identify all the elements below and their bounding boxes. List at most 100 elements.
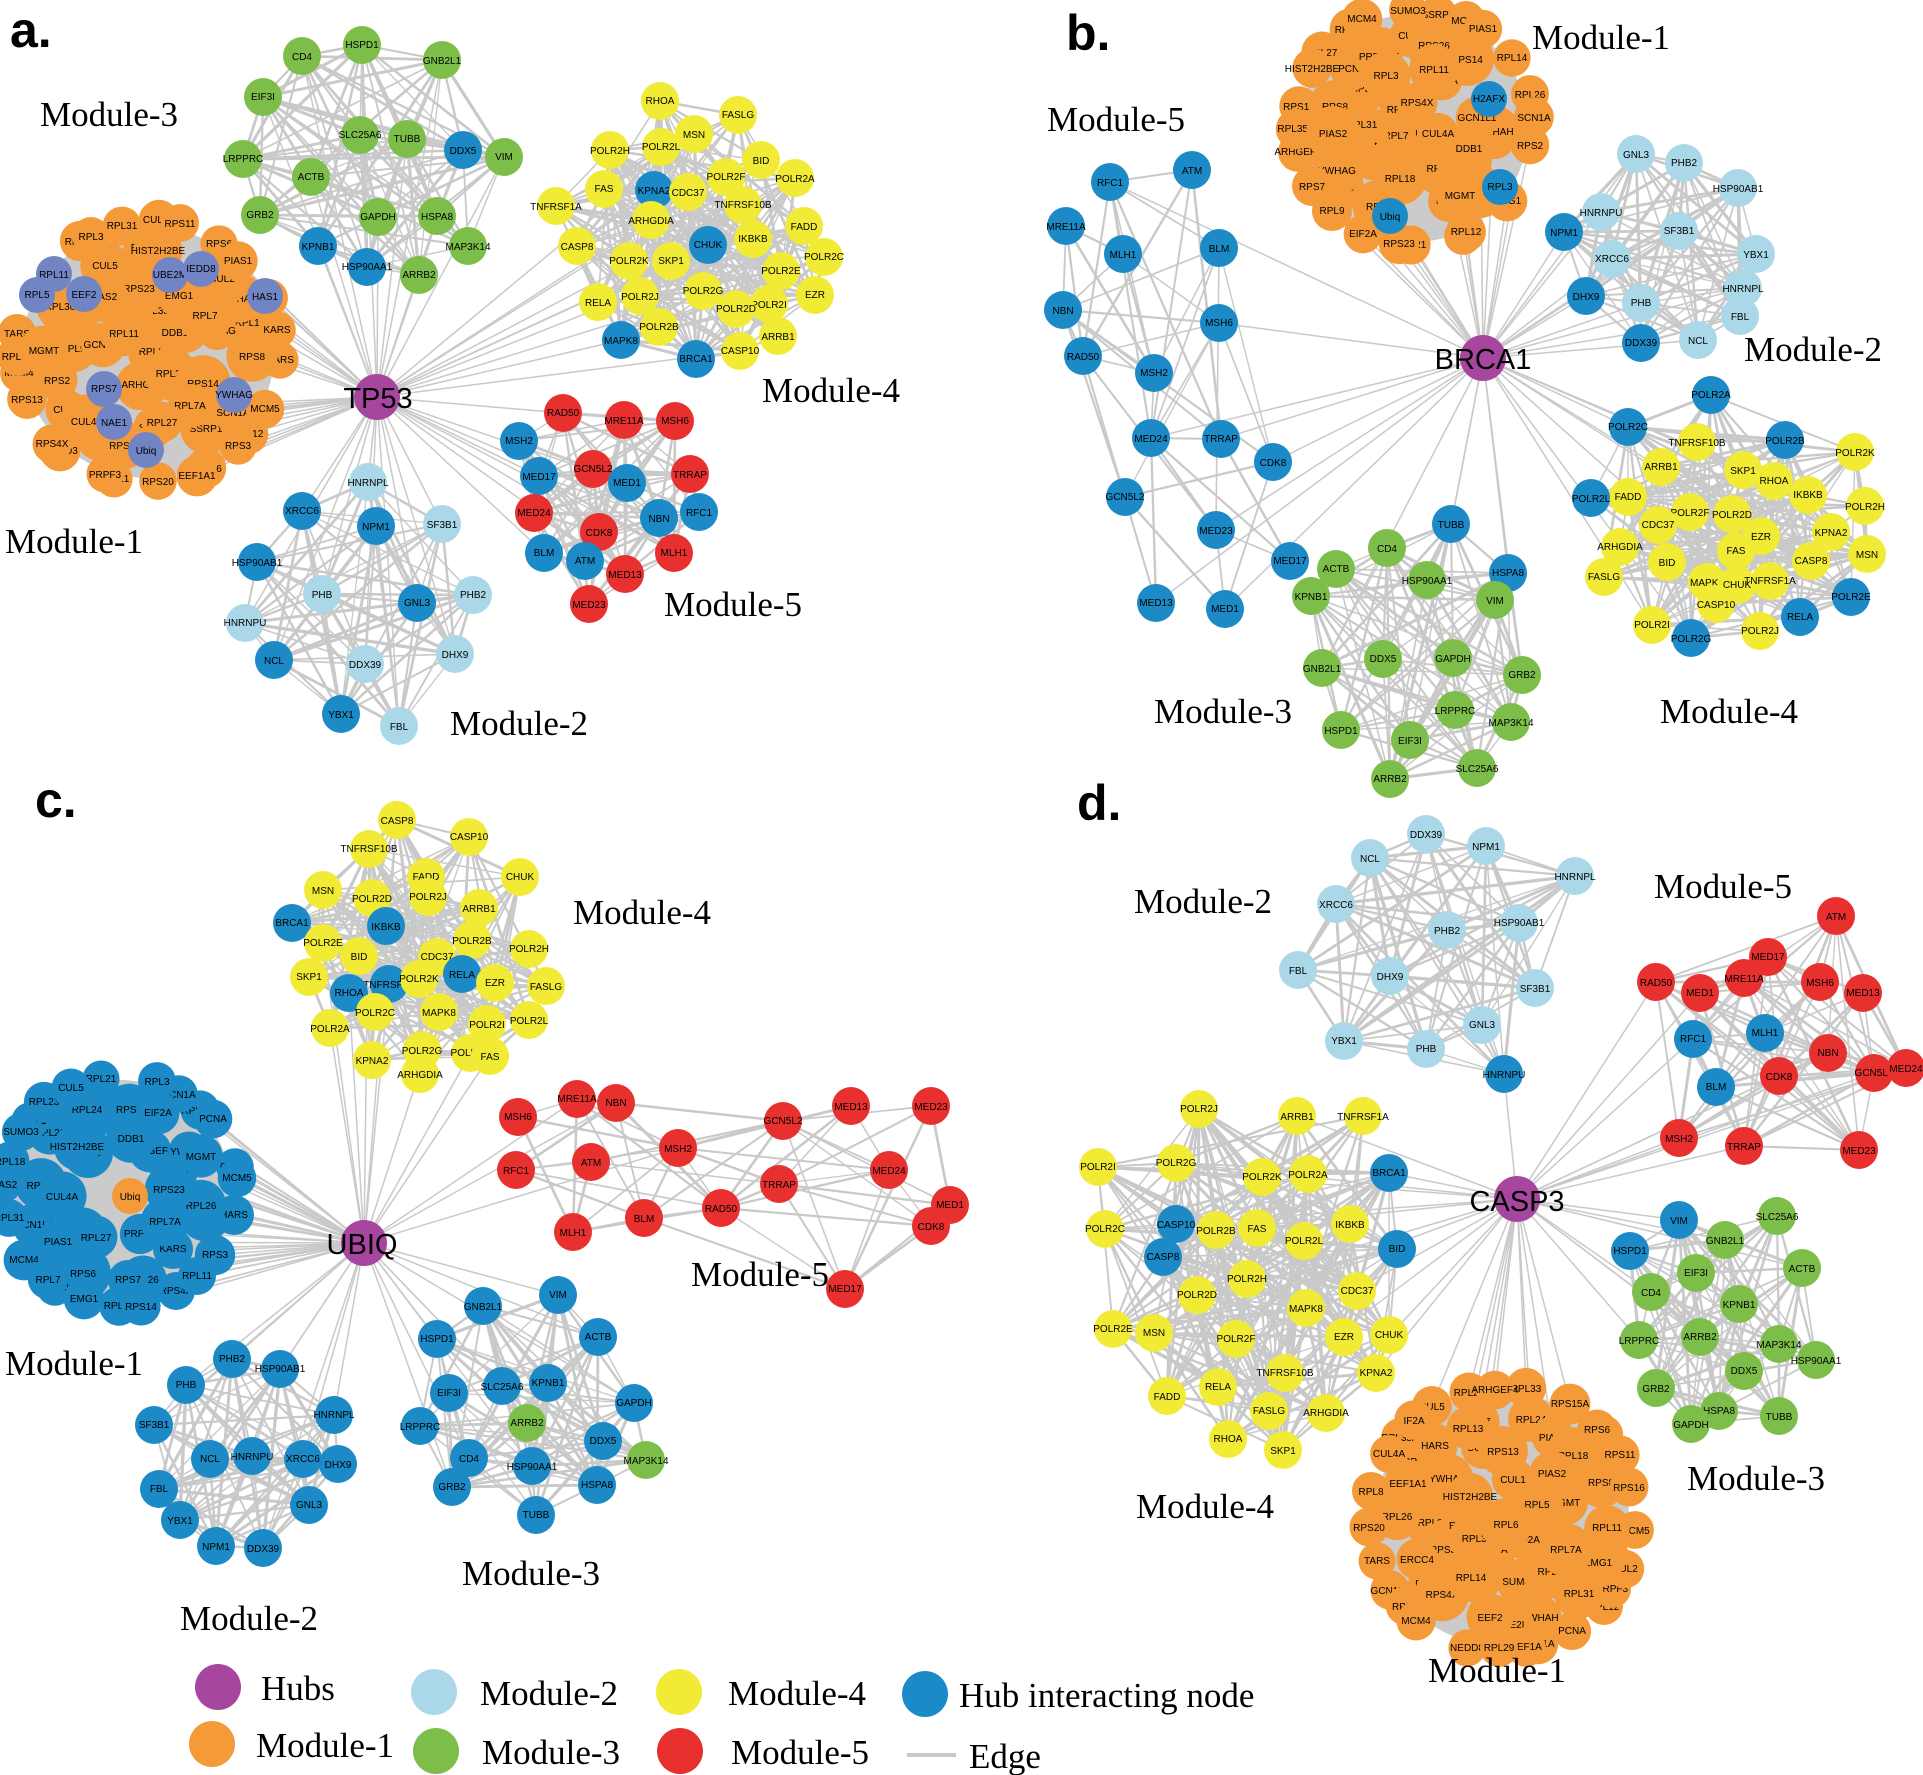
svg-text:MAPK8: MAPK8 xyxy=(604,336,638,347)
svg-text:RPS4X: RPS4X xyxy=(1426,1590,1459,1601)
svg-text:RPS8: RPS8 xyxy=(1588,1478,1615,1489)
svg-text:TNFRSF10B: TNFRSF10B xyxy=(714,200,772,211)
svg-text:ACTB: ACTB xyxy=(298,172,325,183)
svg-text:SKP1: SKP1 xyxy=(296,972,322,983)
svg-text:Module-3: Module-3 xyxy=(482,1733,620,1772)
svg-text:EIF2A: EIF2A xyxy=(1349,229,1377,240)
svg-text:TNFRSF1A: TNFRSF1A xyxy=(530,202,582,213)
svg-text:Ubiq: Ubiq xyxy=(120,1192,141,1203)
svg-text:BRCA1: BRCA1 xyxy=(1435,344,1532,376)
svg-text:Module-1: Module-1 xyxy=(256,1726,394,1765)
svg-text:Module-5: Module-5 xyxy=(1047,100,1185,139)
svg-text:PCNA: PCNA xyxy=(1558,1626,1586,1637)
svg-text:SUMO3: SUMO3 xyxy=(1502,1577,1538,1588)
svg-text:RPL35A: RPL35A xyxy=(138,306,176,317)
svg-text:RAD50: RAD50 xyxy=(1640,978,1673,989)
svg-text:PHB2: PHB2 xyxy=(1434,926,1461,937)
svg-text:BID: BID xyxy=(753,156,770,167)
svg-text:DDB1: DDB1 xyxy=(1456,144,1483,155)
svg-text:POLR2D: POLR2D xyxy=(1712,510,1752,521)
svg-text:RPL33: RPL33 xyxy=(1511,1384,1542,1395)
svg-text:TNFRSF10B: TNFRSF10B xyxy=(340,844,398,855)
svg-text:RPL35A: RPL35A xyxy=(1381,1433,1419,1444)
svg-text:RPS7: RPS7 xyxy=(115,1275,142,1286)
svg-text:RPL31: RPL31 xyxy=(107,221,138,232)
svg-text:RHOA: RHOA xyxy=(1214,1434,1243,1445)
svg-text:SKP1: SKP1 xyxy=(1270,1446,1296,1457)
svg-text:PRPF3: PRPF3 xyxy=(124,1229,157,1240)
svg-text:POLR2E: POLR2E xyxy=(761,266,801,277)
svg-text:YWHAG: YWHAG xyxy=(215,390,253,401)
svg-text:ARRB2: ARRB2 xyxy=(402,270,436,281)
svg-text:RPL30: RPL30 xyxy=(45,302,76,313)
svg-text:ARHGDIA: ARHGDIA xyxy=(1597,542,1643,553)
svg-text:CUL4A: CUL4A xyxy=(1373,1449,1406,1460)
svg-text:CUL4A: CUL4A xyxy=(46,1192,79,1203)
svg-text:CDK8: CDK8 xyxy=(586,528,613,539)
svg-text:MED24: MED24 xyxy=(1889,1064,1923,1075)
svg-text:CHUK: CHUK xyxy=(506,872,535,883)
svg-text:ARHGEF4: ARHGEF4 xyxy=(1274,147,1322,158)
svg-text:DHX9: DHX9 xyxy=(442,650,469,661)
svg-text:GRB2: GRB2 xyxy=(1508,670,1536,681)
svg-text:POLR2F: POLR2F xyxy=(1671,508,1710,519)
svg-text:YBX1: YBX1 xyxy=(1743,250,1769,261)
svg-text:FBL: FBL xyxy=(390,722,409,733)
svg-text:RPL7A: RPL7A xyxy=(174,401,206,412)
svg-text:MGMT: MGMT xyxy=(29,346,60,357)
svg-text:RPL30: RPL30 xyxy=(1462,1534,1493,1545)
svg-text:POLR2A: POLR2A xyxy=(775,174,815,185)
svg-text:KPNA2: KPNA2 xyxy=(1360,1368,1393,1379)
svg-text:Module-3: Module-3 xyxy=(40,95,178,134)
svg-text:MRE11A: MRE11A xyxy=(604,416,644,427)
svg-text:YBX1: YBX1 xyxy=(167,1516,193,1527)
svg-text:NBN: NBN xyxy=(605,1098,626,1109)
svg-text:KPNA2: KPNA2 xyxy=(1815,528,1848,539)
svg-text:a.: a. xyxy=(10,2,52,58)
svg-text:RPL3: RPL3 xyxy=(144,1077,169,1088)
svg-text:DHX9: DHX9 xyxy=(1377,972,1404,983)
svg-text:DDX5: DDX5 xyxy=(1370,654,1397,665)
svg-text:DDX5: DDX5 xyxy=(450,146,477,157)
svg-text:CASP10: CASP10 xyxy=(1157,1220,1196,1231)
svg-text:RPL7: RPL7 xyxy=(35,1275,60,1286)
svg-text:POLR2G: POLR2G xyxy=(683,286,724,297)
svg-text:HSP90AB1: HSP90AB1 xyxy=(1494,918,1545,929)
svg-text:ARRB1: ARRB1 xyxy=(1280,1112,1314,1123)
svg-text:Module-4: Module-4 xyxy=(1660,692,1798,731)
svg-text:Module-1: Module-1 xyxy=(1428,1651,1566,1690)
svg-text:RELA: RELA xyxy=(449,970,475,981)
svg-text:RPS4X: RPS4X xyxy=(36,439,69,450)
svg-text:SLC25A6: SLC25A6 xyxy=(1456,764,1499,775)
svg-text:ARRB1: ARRB1 xyxy=(462,904,496,915)
svg-text:RPL11: RPL11 xyxy=(39,270,69,281)
svg-text:HSPA8: HSPA8 xyxy=(421,212,453,223)
svg-text:Module-3: Module-3 xyxy=(1154,692,1292,731)
svg-text:CHUK: CHUK xyxy=(694,240,723,251)
svg-text:MED1: MED1 xyxy=(1686,988,1714,999)
svg-text:EIF3I: EIF3I xyxy=(1398,736,1422,747)
svg-text:POLR2H: POLR2H xyxy=(590,146,630,157)
svg-text:MSH6: MSH6 xyxy=(504,1112,532,1123)
svg-text:CUL5: CUL5 xyxy=(58,1083,84,1094)
svg-text:SF3B1: SF3B1 xyxy=(139,1420,170,1431)
svg-text:MSH2: MSH2 xyxy=(1665,1134,1693,1145)
svg-text:RPS3: RPS3 xyxy=(202,1250,229,1261)
svg-text:HSP90AB1: HSP90AB1 xyxy=(255,1364,306,1375)
svg-text:MLH1: MLH1 xyxy=(560,1228,587,1239)
svg-text:CUL1: CUL1 xyxy=(1500,1475,1526,1486)
svg-text:RPL11: RPL11 xyxy=(109,329,139,340)
svg-text:POLR2F: POLR2F xyxy=(707,172,746,183)
svg-text:Module-5: Module-5 xyxy=(1654,867,1792,906)
svg-text:PHB: PHB xyxy=(176,1380,197,1391)
svg-text:MED24: MED24 xyxy=(517,508,551,519)
svg-text:RFC1: RFC1 xyxy=(686,508,713,519)
svg-text:GNL3: GNL3 xyxy=(1623,150,1650,161)
svg-text:FAS: FAS xyxy=(1248,1224,1267,1235)
svg-text:MCM4: MCM4 xyxy=(1401,1616,1431,1627)
svg-text:RPL27: RPL27 xyxy=(147,418,178,429)
svg-text:RPS23: RPS23 xyxy=(153,1185,185,1196)
svg-text:SF3B1: SF3B1 xyxy=(427,520,458,531)
svg-text:CASP8: CASP8 xyxy=(1147,1252,1180,1263)
svg-text:GNB2L1: GNB2L1 xyxy=(423,56,462,67)
